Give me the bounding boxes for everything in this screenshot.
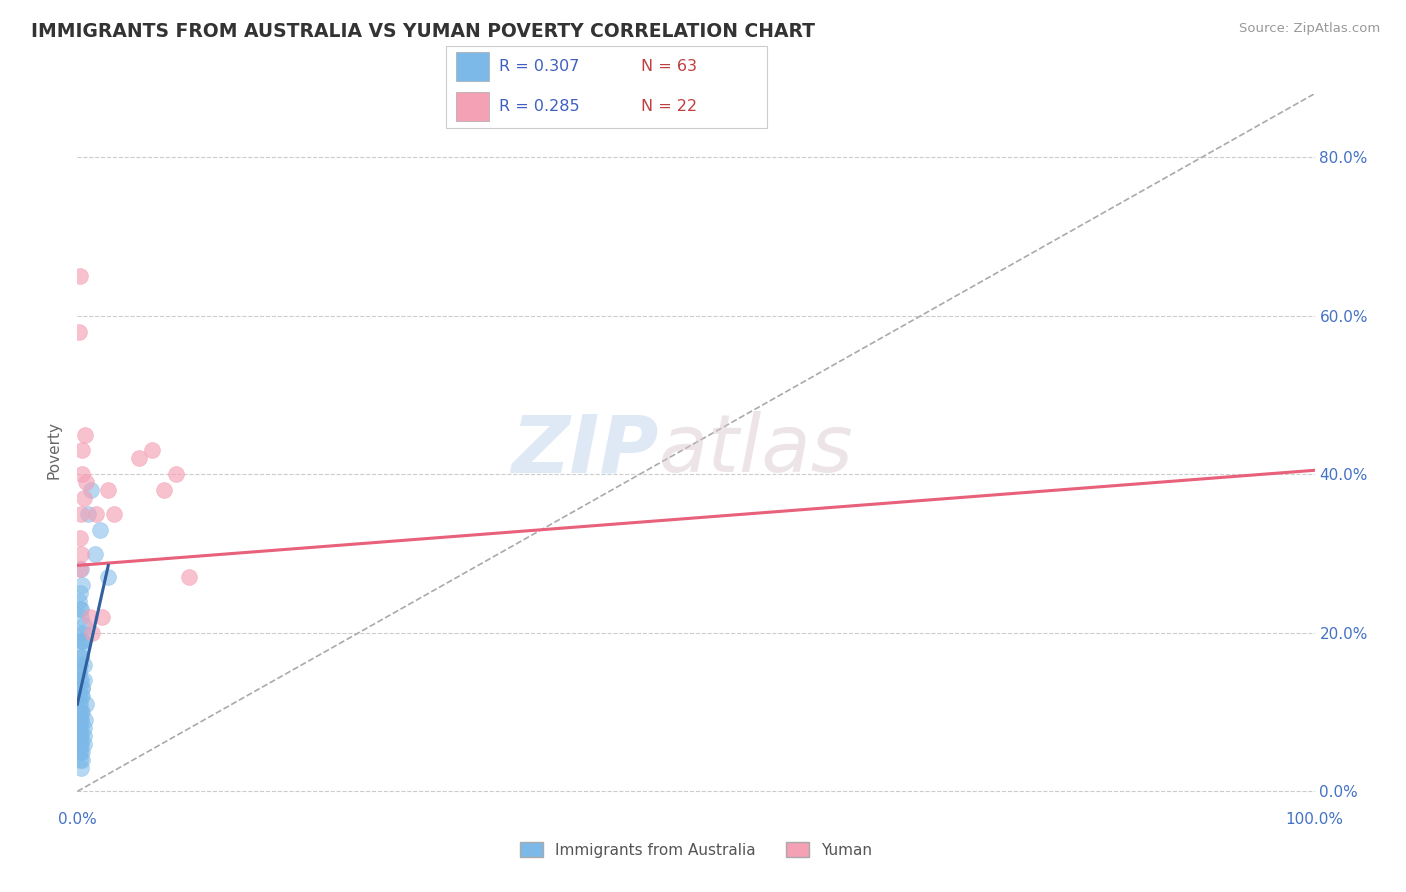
FancyBboxPatch shape <box>456 92 489 120</box>
Point <box>72 690 94 704</box>
Point <box>72 729 94 743</box>
Text: Source: ZipAtlas.com: Source: ZipAtlas.com <box>1240 22 1381 36</box>
Point <box>69 737 91 751</box>
Point <box>72 673 94 688</box>
Point <box>75 697 97 711</box>
Text: R = 0.285: R = 0.285 <box>499 99 579 114</box>
Point <box>70 721 93 735</box>
Point <box>79 610 101 624</box>
Point <box>70 602 93 616</box>
Point <box>72 681 94 696</box>
Point <box>69 602 91 616</box>
Point <box>72 753 94 767</box>
Text: R = 0.307: R = 0.307 <box>499 59 579 74</box>
Point <box>128 451 150 466</box>
Point <box>72 578 94 592</box>
Point <box>84 507 107 521</box>
Point <box>97 483 120 497</box>
Point <box>69 737 91 751</box>
Point <box>75 475 97 490</box>
Point <box>72 657 94 672</box>
Point <box>80 483 103 497</box>
Point <box>72 633 94 648</box>
FancyBboxPatch shape <box>456 53 489 81</box>
Point <box>72 633 94 648</box>
Point <box>72 721 94 735</box>
Point <box>67 681 90 696</box>
Point <box>72 737 94 751</box>
Point <box>69 657 91 672</box>
Text: atlas: atlas <box>659 411 853 490</box>
Point <box>67 721 90 735</box>
Point <box>72 745 94 759</box>
Point <box>72 443 94 458</box>
Point <box>69 673 91 688</box>
Point <box>70 705 93 719</box>
Point <box>72 705 94 719</box>
Point <box>153 483 176 497</box>
Point <box>70 673 93 688</box>
Point <box>69 729 91 743</box>
Point <box>67 697 90 711</box>
Point <box>70 547 93 561</box>
Point <box>70 649 93 664</box>
Point <box>177 570 200 584</box>
Point <box>91 610 114 624</box>
Point <box>73 427 96 442</box>
Point <box>69 705 91 719</box>
Point <box>67 325 90 339</box>
Point <box>70 729 93 743</box>
Point <box>70 610 93 624</box>
Point <box>69 625 91 640</box>
Point <box>165 467 187 482</box>
Point <box>89 523 111 537</box>
Point <box>69 729 91 743</box>
Point <box>72 681 94 696</box>
FancyBboxPatch shape <box>446 46 766 128</box>
Point <box>82 625 104 640</box>
Point <box>69 697 91 711</box>
Point <box>67 705 90 719</box>
Point <box>72 618 94 632</box>
Point <box>141 443 163 458</box>
Legend: Immigrants from Australia, Yuman: Immigrants from Australia, Yuman <box>513 836 879 863</box>
Point <box>70 562 93 576</box>
Point <box>70 507 93 521</box>
Point <box>70 761 93 775</box>
Point <box>67 594 90 608</box>
Text: IMMIGRANTS FROM AUSTRALIA VS YUMAN POVERTY CORRELATION CHART: IMMIGRANTS FROM AUSTRALIA VS YUMAN POVER… <box>31 22 815 41</box>
Point <box>73 713 96 727</box>
Point <box>69 531 91 545</box>
Point <box>70 737 93 751</box>
Point <box>77 507 100 521</box>
Point <box>67 690 90 704</box>
Point <box>67 665 90 680</box>
Point <box>70 713 93 727</box>
Point <box>97 570 120 584</box>
Y-axis label: Poverty: Poverty <box>46 421 62 480</box>
Point <box>72 633 94 648</box>
Point <box>69 745 91 759</box>
Point <box>67 713 90 727</box>
Point <box>72 491 94 505</box>
Text: N = 63: N = 63 <box>641 59 697 74</box>
Text: N = 22: N = 22 <box>641 99 697 114</box>
Point <box>70 649 93 664</box>
Point <box>69 753 91 767</box>
Point <box>83 547 105 561</box>
Point <box>69 562 91 576</box>
Point <box>69 745 91 759</box>
Point <box>69 268 91 283</box>
Point <box>70 641 93 656</box>
Point <box>70 690 93 704</box>
Point <box>69 586 91 600</box>
Point <box>72 467 94 482</box>
Point <box>70 713 93 727</box>
Point <box>67 721 90 735</box>
Point <box>67 665 90 680</box>
Point <box>103 507 125 521</box>
Text: ZIP: ZIP <box>512 411 659 490</box>
Point <box>72 625 94 640</box>
